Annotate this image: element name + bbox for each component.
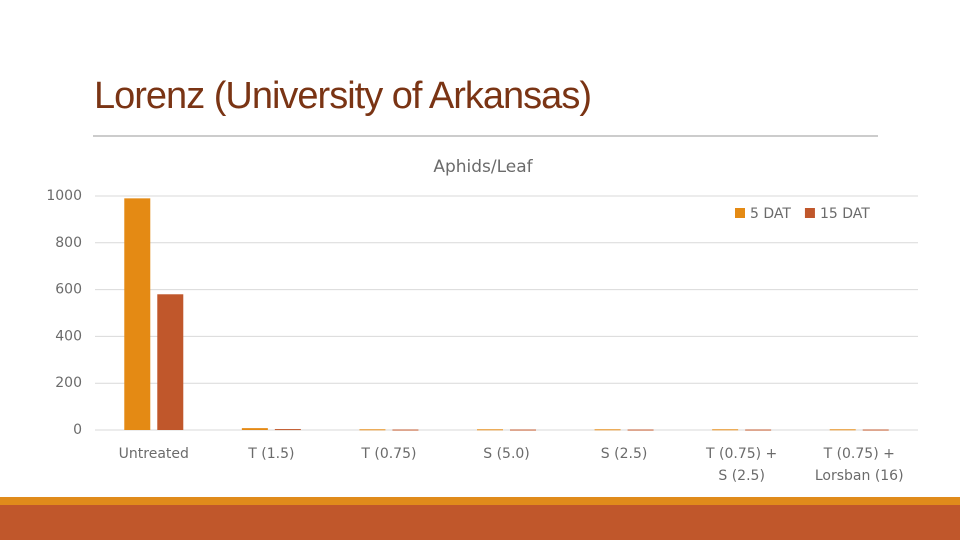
y-tick-label: 200 — [55, 375, 82, 391]
bar — [157, 294, 184, 430]
x-tick-label: Lorsban (16) — [815, 468, 904, 484]
bar — [829, 429, 856, 431]
bar — [392, 429, 419, 431]
bar — [745, 429, 772, 431]
footer-band — [0, 505, 960, 540]
bar — [359, 429, 386, 431]
bar — [627, 429, 654, 431]
x-tick-label: T (0.75) + — [705, 446, 777, 462]
x-tick-label: T (0.75) — [360, 446, 416, 462]
x-tick-label: Untreated — [119, 446, 189, 462]
legend-label: 15 DAT — [820, 206, 870, 222]
x-tick-label: S (5.0) — [483, 446, 530, 462]
slide-title: Lorenz (University of Arkansas) — [94, 75, 591, 117]
x-tick-label: T (1.5) — [247, 446, 294, 462]
y-tick-label: 600 — [55, 282, 82, 298]
bar — [712, 429, 739, 431]
y-tick-label: 400 — [55, 328, 82, 344]
bar — [124, 198, 151, 430]
bar — [241, 428, 268, 430]
y-tick-label: 1000 — [46, 188, 82, 204]
legend-swatch — [735, 208, 745, 218]
legend-swatch — [804, 208, 815, 218]
chart-title: Aphids/Leaf — [433, 157, 533, 177]
bar — [862, 429, 889, 431]
x-tick-label: T (0.75) + — [823, 446, 895, 462]
x-tick-label: S (2.5) — [718, 468, 765, 484]
bar — [274, 429, 301, 431]
y-tick-label: 800 — [55, 235, 82, 251]
bar — [594, 429, 621, 431]
x-tick-label: S (2.5) — [601, 446, 648, 462]
legend-label: 5 DAT — [750, 206, 791, 222]
y-tick-label: 0 — [73, 422, 82, 438]
bar — [477, 429, 503, 431]
accent-band — [0, 497, 960, 505]
bar — [510, 429, 536, 431]
